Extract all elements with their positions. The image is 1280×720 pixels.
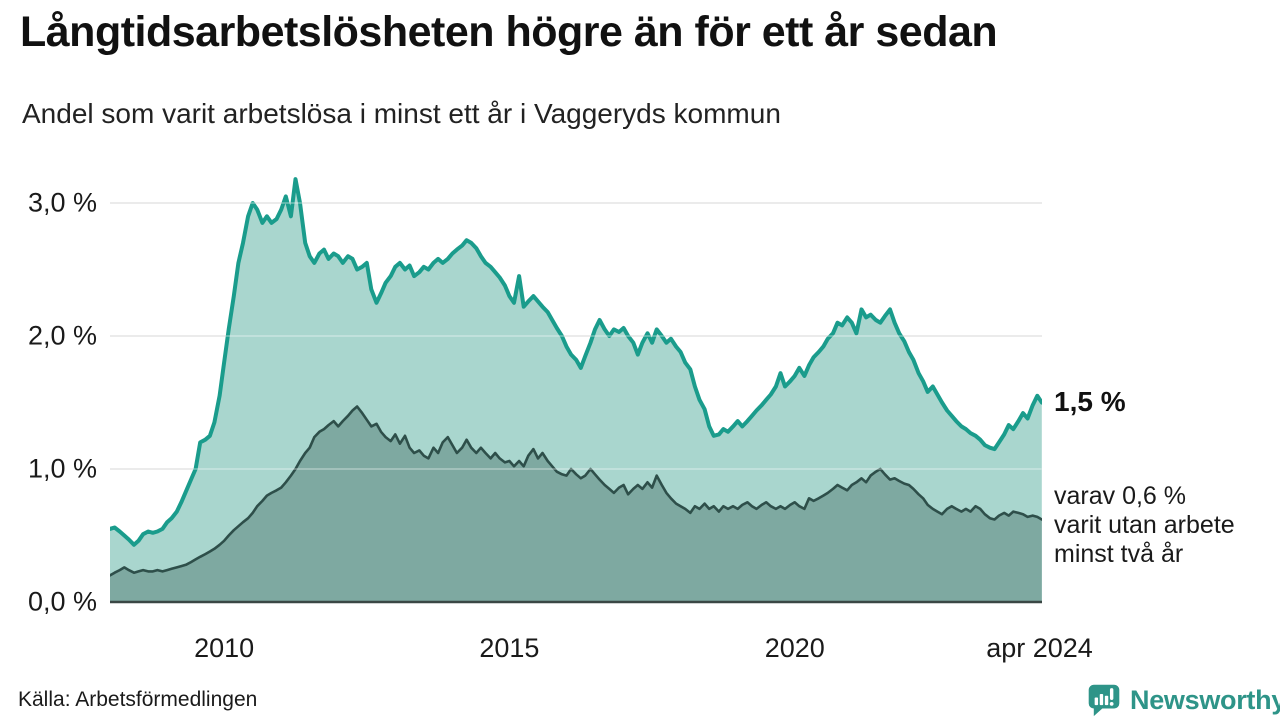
x-tick-label: 2020 (764, 633, 825, 663)
secondary-value-annotation: varav 0,6 % varit utan arbete minst två … (1054, 482, 1235, 569)
y-tick-label: 3,0 % (27, 187, 97, 218)
latest-value-label: 1,5 % (1054, 385, 1126, 417)
y-tick-label: 1,0 % (27, 453, 97, 484)
annotation-line: minst två år (1054, 539, 1184, 568)
newsworthy-logo-text: Newsworthy (1130, 684, 1280, 715)
source-attribution: Källa: Arbetsförmedlingen (18, 688, 258, 711)
annotation-line: varav 0,6 % (1054, 481, 1187, 510)
x-tick-label: 2010 (194, 633, 255, 663)
x-tick-label: apr 2024 (986, 633, 1093, 663)
chart-subtitle: Andel som varit arbetslösa i minst ett å… (22, 98, 781, 129)
y-tick-label: 2,0 % (27, 320, 97, 351)
newsworthy-speech-bubble-chart-icon (1088, 684, 1120, 717)
newsworthy-logo: Newsworthy (1086, 683, 1280, 717)
page-title: Långtidsarbetslösheten högre än för ett … (20, 8, 998, 56)
x-tick-label: 2015 (479, 633, 540, 663)
unemployment-area-chart (110, 177, 1042, 604)
annotation-line: varit utan arbete (1054, 510, 1235, 539)
y-tick-label: 0,0 % (27, 586, 97, 617)
